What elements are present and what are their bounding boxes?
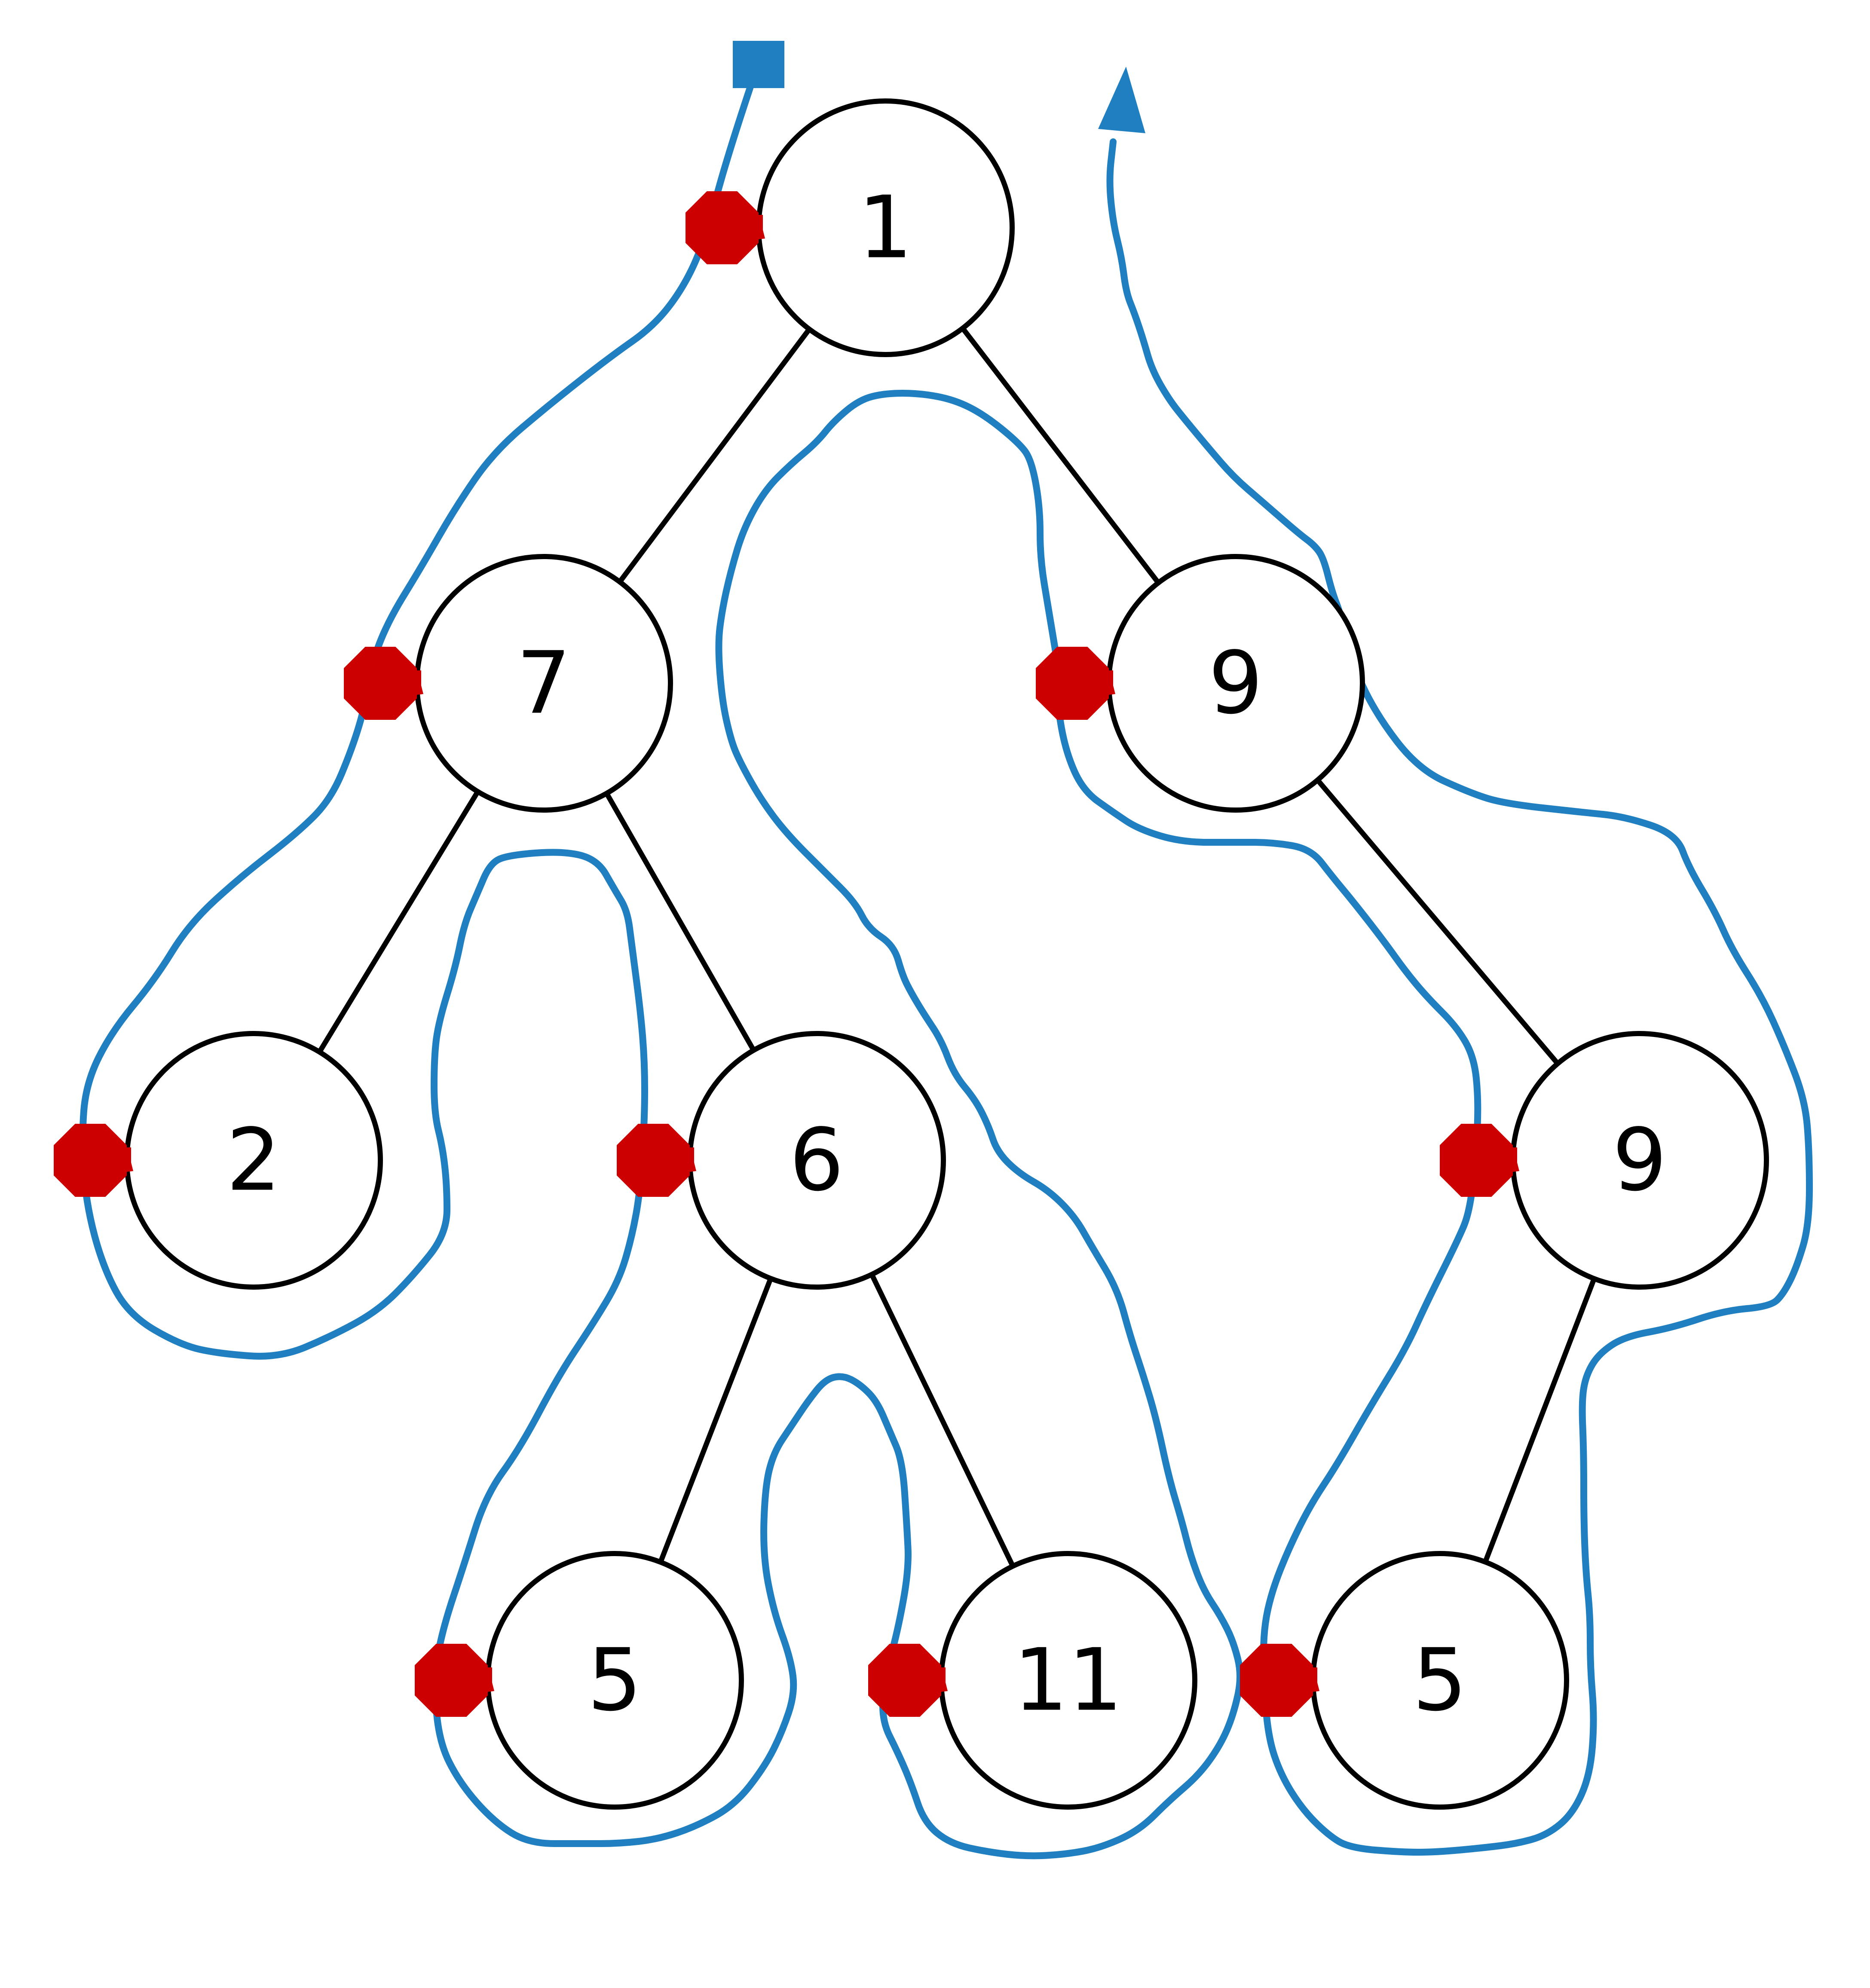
visit-marker-tab [679,1147,696,1173]
tree-node-n11: 11 [939,1551,1197,1810]
traversal-curve [79,85,1813,1860]
tree-node-n9a: 9 [1106,554,1365,813]
visit-marker-tab [477,1667,494,1693]
visit-marker-tab [1098,670,1115,696]
node-label: 1 [858,178,912,278]
visit-marker-dot [868,1644,941,1717]
node-label: 5 [1412,1630,1467,1731]
visit-marker-dot [686,191,759,264]
node-label: 9 [1612,1110,1667,1211]
visit-marker-dot [617,1124,690,1197]
tree-node-n5a: 5 [485,1551,744,1810]
visit-marker-dot [344,647,417,720]
edge-n7-n2 [317,789,481,1055]
visit-marker-tab [930,1667,948,1693]
node-label: 5 [587,1630,642,1731]
visit-marker-n6 [617,1124,696,1197]
visit-marker-dot [415,1644,488,1717]
visit-marker-n9a [1036,647,1115,720]
edge-n1-n9a [960,325,1161,586]
visit-marker-n5b [1240,1644,1319,1717]
visit-marker-dot [1036,647,1109,720]
tree-node-n6: 6 [687,1031,946,1290]
traversal-start-marker [733,41,784,88]
visit-marker-tab [406,670,423,696]
visit-marker-dot [1240,1644,1313,1717]
node-label: 2 [226,1110,281,1211]
visit-marker-dot [1440,1124,1513,1197]
tree-node-n7: 7 [414,554,673,813]
visit-marker-tab [748,215,765,241]
edge-n1-n7 [617,327,812,584]
visit-markers [54,191,1519,1717]
visit-marker-n11 [868,1644,948,1717]
edge-n9a-n9b [1315,777,1561,1066]
tree-node-n5b: 5 [1310,1551,1569,1810]
edge-n6-n5a [658,1275,774,1565]
edge-n6-n11 [869,1272,1016,1569]
tree-node-n9b: 9 [1510,1031,1769,1290]
edge-n9b-n5b [1482,1276,1597,1565]
traversal-end-arrowhead [1098,67,1145,133]
visit-marker-n2 [54,1124,133,1197]
node-label: 6 [789,1110,844,1211]
visit-marker-tab [1302,1667,1319,1693]
tree-node-n1: 1 [756,98,1015,357]
visit-marker-tab [116,1147,133,1173]
visit-marker-n7 [344,647,423,720]
visit-marker-n5a [415,1644,494,1717]
tree-node-n2: 2 [124,1031,383,1290]
visit-marker-tab [1502,1147,1519,1173]
edge-n7-n6 [604,791,756,1053]
visit-marker-n1 [686,191,765,264]
edges [317,325,1597,1569]
visit-marker-n9b [1440,1124,1519,1197]
nodes: 1 7 9 2 6 9 5 11 5 [124,98,1769,1810]
node-label: 11 [1013,1630,1123,1731]
node-label: 9 [1208,633,1263,734]
visit-marker-dot [54,1124,127,1197]
node-label: 7 [516,633,571,734]
traversal-path [79,41,1813,1860]
